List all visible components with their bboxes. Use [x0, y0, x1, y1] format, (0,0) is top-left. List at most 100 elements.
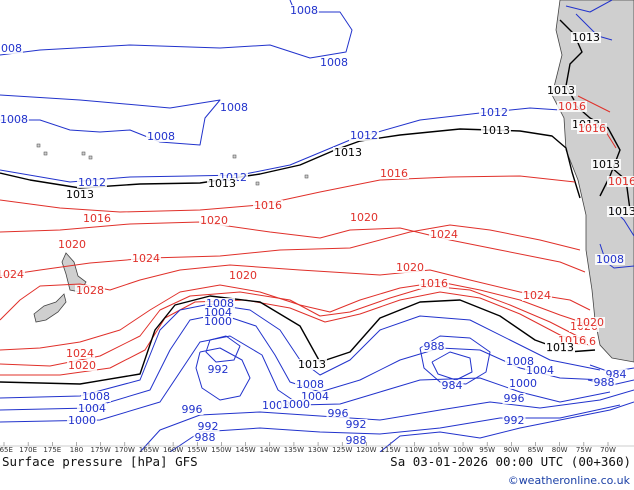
lon-tick-label: 155W — [187, 446, 207, 452]
lon-tick-label: 165E — [0, 446, 13, 452]
isobar-label-bg — [218, 172, 248, 183]
isobar-label-1008: 1008 — [82, 390, 110, 403]
isobar-label-1013: 1013 — [66, 188, 94, 201]
high-isobar — [0, 264, 591, 321]
isobar-label-984: 984 — [442, 379, 463, 392]
isobar-label-1016: 1016 — [608, 175, 634, 188]
isobar-label-1012: 1012 — [78, 176, 106, 189]
isobar-label-1024: 1024 — [430, 228, 458, 241]
high-isobar — [0, 175, 576, 213]
isobar-label-bg — [575, 317, 605, 328]
low-isobar — [139, 389, 634, 452]
isobar-label-bg — [344, 435, 368, 446]
isobar-label-1028: 1028 — [76, 284, 104, 297]
isobar-label-layer: 1008100810081008100810081012101210121012… — [0, 4, 634, 447]
isobar-label-bg — [0, 269, 25, 280]
low-isobar — [379, 401, 634, 452]
high-isobar — [0, 291, 591, 376]
lon-tick-label: 105W — [429, 446, 449, 452]
lon-tick-label: 120W — [356, 446, 376, 452]
isobar-label-bg — [571, 32, 601, 43]
isobar-label-bg — [75, 285, 105, 296]
lon-tick-label: 135W — [284, 446, 304, 452]
lon-tick-label: 130W — [308, 446, 328, 452]
isobar-label-bg — [607, 206, 634, 217]
lon-tick-label: 70W — [600, 446, 616, 452]
isobar-label-1000: 1000 — [509, 377, 537, 390]
longitude-axis: 165E 170E 175E 180 175W 170W 165W 160W 155W 150W 1… — [0, 442, 634, 452]
isobar-label-bg — [180, 404, 204, 415]
map-footer: Surface pressure [hPa] GFS Sa 03-01-2026… — [0, 452, 634, 490]
isobar-label-1020: 1020 — [229, 269, 257, 282]
isobar-label-bg — [422, 341, 446, 352]
isobar-label-988: 988 — [346, 434, 367, 447]
isobar-label-bg — [77, 177, 107, 188]
isobar-label-bg — [67, 415, 97, 426]
isobar-label-bg — [481, 125, 511, 136]
island — [81, 151, 86, 156]
isobar-label-1016: 1016 — [578, 122, 606, 135]
isobar-label-bg — [546, 85, 576, 96]
isobar-label-bg — [65, 348, 95, 359]
isobar-label-1013: 1013 — [608, 205, 634, 218]
south-island-land — [33, 293, 67, 323]
map-canvas: 1008100810081008100810081012101210121012… — [0, 0, 634, 452]
low-isobar — [431, 351, 473, 381]
lon-tick-label: 80W — [552, 446, 568, 452]
island — [232, 154, 237, 159]
isobar-label-bg — [479, 107, 509, 118]
isobar-label-1016: 1016 — [83, 212, 111, 225]
isobar-label-bg — [592, 377, 616, 388]
isobar-label-988: 988 — [594, 376, 615, 389]
isobar-label-996: 996 — [182, 403, 203, 416]
isobar-label-1012: 1012 — [350, 129, 378, 142]
low-isobar — [0, 94, 221, 146]
pressure-map: 1008100810081008100810081012101210121012… — [0, 0, 634, 452]
isobar-label-bg — [228, 270, 258, 281]
isobar-label-1000: 1000 — [204, 315, 232, 328]
isobar-label-988: 988 — [195, 431, 216, 444]
isobar-label-bg — [207, 178, 237, 189]
isobar-label-bg — [502, 393, 526, 404]
low-isobar — [419, 335, 491, 385]
lon-tick-label: 170E — [19, 446, 37, 452]
island — [88, 155, 93, 160]
isobar-label-1020: 1020 — [68, 359, 96, 372]
isobar-label-bg — [206, 364, 230, 375]
isobar-label-bg — [67, 360, 97, 371]
lon-tick-label: 75W — [576, 446, 592, 452]
isobar-label-bg — [300, 391, 330, 402]
low-isobar — [169, 404, 621, 452]
isobar-label-bg — [595, 254, 625, 265]
isobar-label-1008: 1008 — [220, 101, 248, 114]
island — [36, 143, 41, 148]
isobar-label-1013: 1013 — [547, 84, 575, 97]
isobar-label-bg — [196, 421, 220, 432]
low-isobar — [205, 335, 241, 363]
isobar-label-bg — [81, 391, 111, 402]
isobar-label-bg — [557, 101, 587, 112]
isobar-label-1008: 1008 — [147, 130, 175, 143]
isobar-label-bg — [203, 307, 233, 318]
isobar-label-992: 992 — [504, 414, 525, 427]
lon-tick-label: 165W — [139, 446, 159, 452]
isobar-label-bg — [253, 200, 283, 211]
low-isobar — [0, 313, 606, 411]
lon-tick-label: 85W — [528, 446, 544, 452]
isobar-label-bg — [219, 102, 249, 113]
lon-tick-label: 90W — [503, 446, 519, 452]
isobar-label-1008: 1008 — [296, 378, 324, 391]
isobar-label-bg — [319, 57, 349, 68]
low-isobar — [195, 347, 251, 401]
isobar-label-1020: 1020 — [58, 238, 86, 251]
isobar-label-bg — [289, 5, 319, 16]
isobar-label-bg — [591, 159, 621, 170]
low-isobar — [575, 13, 613, 41]
isobar-label-bg — [205, 298, 235, 309]
isobar-label-1020: 1020 — [350, 211, 378, 224]
isobar-label-1008: 1008 — [506, 355, 534, 368]
isobar-label-bg — [604, 369, 628, 380]
isobar-label-1004: 1004 — [78, 402, 106, 415]
credit-link[interactable]: ©weatheronline.co.uk — [507, 474, 630, 487]
high-isobar — [0, 221, 586, 273]
